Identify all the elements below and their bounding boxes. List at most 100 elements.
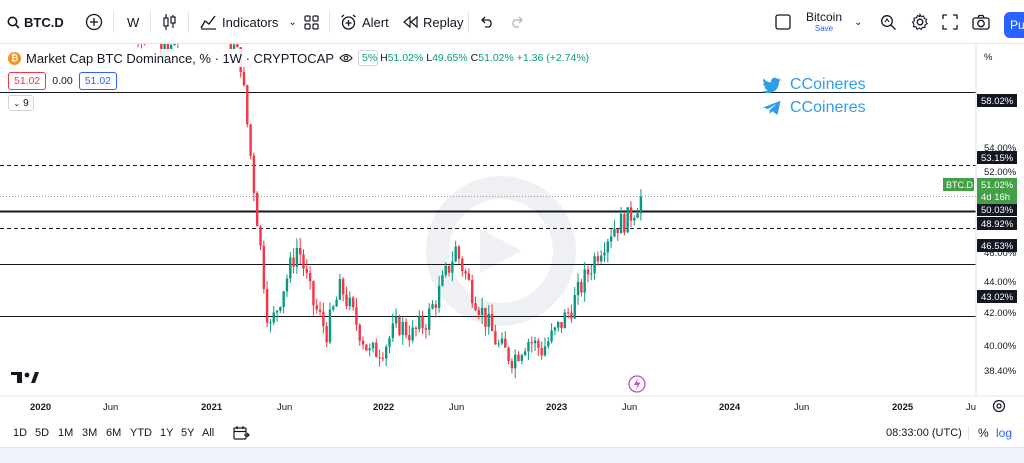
redo-button[interactable] — [510, 0, 525, 44]
replay-button[interactable]: Replay — [403, 0, 463, 44]
layout-name-button[interactable]: Bitcoin Save — [804, 0, 844, 44]
range-button[interactable]: YTD — [130, 427, 152, 439]
time-axis[interactable]: 2020 Jun 2021 Jun 2022 Jun 2023 Jun 2024… — [30, 402, 976, 413]
symbol-search[interactable]: BTC.D — [7, 0, 64, 44]
level-label: 53.15% — [977, 151, 1017, 164]
utc-clock[interactable]: 08:33:00 (UTC) — [886, 427, 962, 439]
time-tick: 2021 — [201, 402, 223, 413]
range-button[interactable]: 1Y — [160, 427, 174, 439]
chart-type-button[interactable] — [162, 0, 178, 44]
low-key: L — [426, 52, 433, 64]
range-button[interactable]: 3M — [82, 427, 98, 439]
undo-button[interactable] — [479, 0, 494, 44]
percent-scale-toggle[interactable]: % — [978, 426, 989, 440]
svg-text:50.03%: 50.03% — [981, 205, 1014, 216]
candle-body — [418, 316, 421, 330]
axis-unit-label: % — [984, 52, 993, 63]
telegram-handle: CCoineres — [762, 98, 866, 118]
candle-body — [351, 297, 355, 308]
compare-button[interactable] — [85, 0, 103, 44]
bitcoin-logo-icon: ₿ — [8, 51, 21, 65]
price-tick: 46.00% — [984, 248, 1017, 259]
interval-button[interactable]: W — [127, 0, 139, 44]
candle-body — [566, 312, 570, 314]
level-label: 48.92% — [977, 217, 1017, 230]
snapshot-button[interactable] — [972, 0, 990, 44]
svg-text:BTC.D: BTC.D — [946, 180, 974, 190]
alert-button[interactable]: Alert — [340, 0, 389, 44]
level-label: 50.03% — [977, 203, 1017, 216]
price-axis[interactable]: % 54.00% 52.00% 46.00% 44.00% 42.00% 40.… — [943, 52, 1017, 377]
candle-body — [262, 245, 266, 290]
candle-body — [616, 228, 619, 234]
legend-title-row[interactable]: ₿ Market Cap BTC Dominance, % · 1W · CRY… — [8, 49, 384, 67]
candle-body — [480, 307, 484, 315]
candle-body — [282, 291, 285, 308]
alarm-clock-icon — [341, 13, 356, 30]
candle-body — [547, 341, 550, 347]
candle-body — [636, 213, 639, 218]
candle-body — [570, 312, 573, 319]
axis-settings-button[interactable] — [992, 399, 1006, 413]
calendar-range-icon[interactable] — [233, 425, 250, 441]
symbol-label: BTC.D — [24, 14, 64, 30]
time-tick: 2020 — [30, 402, 51, 413]
price-chart[interactable]: % 54.00% 52.00% 46.00% 44.00% 42.00% 40.… — [0, 44, 1024, 421]
fullscreen-button[interactable] — [942, 0, 958, 44]
buy-price-button[interactable]: 51.02 — [78, 72, 117, 90]
candle-body — [411, 327, 414, 341]
settings-button[interactable] — [911, 0, 929, 44]
candle-body — [355, 307, 358, 325]
publish-button[interactable]: Pu — [1004, 12, 1024, 38]
range-button[interactable]: 1M — [58, 427, 74, 439]
range-button[interactable]: 5D — [35, 427, 50, 439]
log-scale-toggle[interactable]: log — [996, 426, 1013, 440]
candle-body — [285, 278, 289, 292]
layout-name: Bitcoin — [805, 10, 843, 24]
tradingview-logo — [11, 372, 39, 383]
candle-body — [414, 327, 418, 330]
range-button[interactable]: All — [202, 427, 215, 439]
candle-body — [490, 313, 494, 332]
range-button[interactable]: 5Y — [181, 427, 195, 439]
templates-button[interactable] — [304, 0, 319, 44]
alert-label: Alert — [362, 14, 389, 30]
trade-prices-row: 51.02 0.00 51.02 — [8, 72, 117, 90]
candle-body — [166, 44, 170, 52]
bottom-panel-edge — [0, 447, 1024, 463]
time-tick: 2025 — [892, 402, 914, 413]
svg-text:48.92%: 48.92% — [981, 219, 1014, 230]
indicators-toggle[interactable]: ⌄ 9 — [8, 95, 34, 111]
watermark-logo — [426, 176, 576, 326]
candle-body — [523, 351, 527, 356]
candle-body — [408, 335, 411, 341]
indicators-label: Indicators — [222, 14, 279, 30]
candle-body — [583, 269, 586, 293]
svg-text:4d 16h: 4d 16h — [981, 192, 1010, 203]
candle-body — [540, 347, 543, 356]
lightning-icon[interactable] — [628, 375, 646, 393]
candle-body — [378, 357, 381, 359]
layout-menu-button[interactable]: ⌄ — [854, 0, 862, 44]
time-tick: 2024 — [719, 402, 741, 413]
candle-body — [371, 342, 375, 349]
candle-body — [259, 226, 262, 246]
rewind-icon — [403, 16, 418, 28]
quick-search-button[interactable] — [880, 0, 897, 44]
eye-icon[interactable] — [339, 53, 353, 63]
candle-body — [295, 247, 299, 267]
indicators-button[interactable]: Indicators ⌄ — [200, 0, 297, 44]
range-button[interactable]: 6M — [106, 427, 122, 439]
range-button[interactable]: 1D — [13, 427, 28, 439]
candle-body — [606, 241, 610, 253]
candle-body — [308, 272, 312, 282]
candle-body — [619, 213, 623, 234]
legend-settings-button[interactable] — [358, 50, 378, 66]
sell-price-button[interactable]: 51.02 — [8, 72, 47, 90]
candle-body — [381, 357, 385, 359]
indicator-count: 9 — [23, 97, 29, 109]
candle-body — [256, 192, 259, 227]
candle-body — [348, 297, 352, 307]
layout-checkbox[interactable] — [775, 0, 791, 44]
candle-body — [507, 347, 510, 361]
